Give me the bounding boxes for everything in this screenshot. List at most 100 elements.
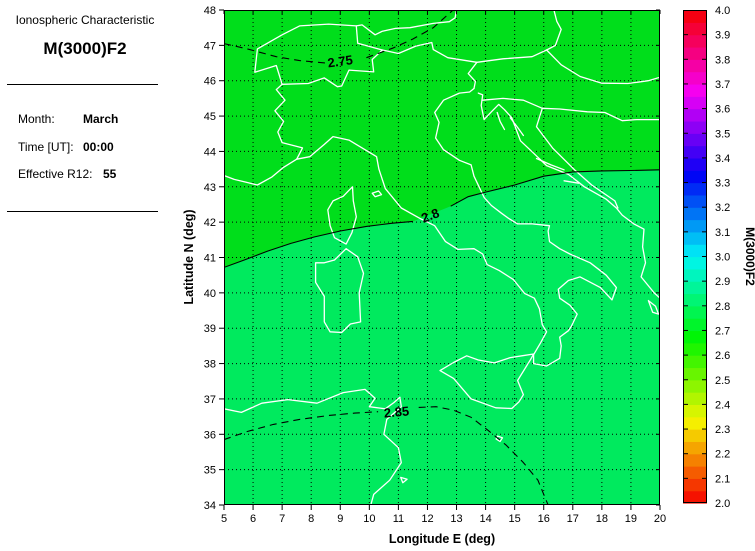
croatian-islands-2	[509, 117, 525, 137]
colorbar-band	[683, 330, 707, 344]
x-tick-label: 7	[279, 513, 285, 525]
elba-island	[371, 190, 383, 198]
contour-segment	[224, 411, 379, 441]
y-tick-label: 41	[204, 253, 216, 265]
colorbar-tick-label: 4.0	[715, 5, 730, 17]
colorbar-band	[683, 231, 707, 245]
kerkennah-islands	[400, 476, 408, 484]
colorbar-band	[683, 268, 707, 282]
colorbar-band	[683, 367, 707, 381]
y-axis: 34 35 36 37 38 39 40 41 42 43 44 45 46 47 48	[204, 5, 660, 512]
colorbar-band	[683, 145, 707, 159]
x-tick-label: 8	[308, 513, 314, 525]
croatia-bosnia-border	[541, 107, 660, 122]
colorbar-tick-label: 2.7	[715, 325, 730, 337]
colorbar-band	[683, 34, 707, 48]
y-tick-label: 43	[204, 182, 216, 194]
colorbar-band	[683, 379, 707, 393]
colorbar-band	[683, 170, 707, 184]
figure-title: M(3000)F2	[43, 39, 127, 58]
contour-label-2.75: 2.75	[327, 52, 354, 70]
contour-segment	[224, 220, 413, 268]
x-tick-label: 20	[654, 513, 666, 525]
contour-segment	[450, 169, 660, 207]
time-value: 00:00	[83, 140, 114, 154]
colorbar-band	[683, 490, 707, 504]
austria-slovenia-border	[476, 49, 548, 63]
y-tick-label: 40	[204, 288, 216, 300]
divider-top	[7, 84, 158, 85]
r12-label: Effective R12:	[18, 167, 93, 181]
x-tick-label: 17	[567, 513, 579, 525]
x-tick-label: 11	[393, 513, 404, 525]
x-tick-label: 19	[625, 513, 637, 525]
contour-segment	[418, 406, 549, 505]
corfu-island	[647, 299, 660, 315]
colorbar-band	[683, 10, 707, 23]
colorbar-band	[683, 392, 707, 405]
colorbar-band	[683, 194, 707, 208]
y-tick-label: 45	[204, 111, 216, 123]
colorbar-band	[683, 207, 707, 221]
colorbar-tick-label: 3.8	[715, 54, 730, 66]
x-tick-label: 14	[479, 513, 491, 525]
sicily	[439, 353, 535, 410]
colorbar-band	[683, 96, 707, 110]
colorbar-band	[683, 83, 707, 97]
colorbar-band	[683, 318, 707, 332]
colorbar-tick-label: 2.3	[715, 424, 730, 436]
time-label: Time [UT]:	[18, 140, 74, 154]
coastlines	[224, 10, 660, 505]
y-tick-label: 36	[204, 429, 216, 441]
x-tick-label: 16	[538, 513, 550, 525]
colorbar-band	[683, 416, 707, 430]
colorbar-tick-label: 2.6	[715, 350, 730, 362]
map-area	[224, 10, 660, 505]
sardinia	[314, 248, 365, 334]
colorbar-tick-label: 2.4	[715, 399, 730, 411]
figure-subtitle: Ionospheric Characteristic	[15, 13, 155, 27]
hungary-croatia-border	[545, 49, 660, 85]
y-tick-label: 47	[204, 40, 216, 52]
slovenia-croatia-border	[482, 97, 543, 109]
x-tick-label: 5	[221, 513, 227, 525]
istria-dalmatia-albania-coast	[477, 92, 660, 299]
y-tick-label: 44	[204, 146, 216, 158]
colorbar-band	[683, 453, 707, 467]
africa-coast	[224, 388, 402, 505]
colorbar-band	[683, 441, 707, 455]
y-tick-label: 46	[204, 76, 216, 88]
colorbar-tick-label: 3.7	[715, 79, 730, 91]
colorbar-tick-label: 3.9	[715, 30, 730, 42]
colorbar-band	[683, 244, 707, 258]
colorbar-band	[683, 342, 707, 356]
contour-2.8	[224, 169, 660, 268]
y-tick-label: 42	[204, 217, 216, 229]
colorbar-band	[683, 108, 707, 122]
colorbar: 2.0 2.1 2.2 2.3 2.4 2.5 2.6 2.7 2.8 2.9 3.0 3.1 3.2 3…	[683, 5, 755, 510]
r12-value: 55	[103, 167, 117, 181]
x-tick-label: 12	[421, 513, 433, 525]
x-axis: 5 6 7 8 9 10 11 12 13 14 15 16 17 18 19 20	[221, 10, 666, 525]
colorbar-band	[683, 281, 707, 295]
croatian-islands-1	[496, 111, 506, 131]
contour-2.75	[224, 10, 454, 64]
mainland-coast	[224, 87, 618, 367]
x-tick-label: 9	[337, 513, 343, 525]
colorbar-title: M(3000)F2	[743, 227, 755, 286]
colorbar-tick-label: 2.9	[715, 276, 730, 288]
contour-2.85	[224, 406, 549, 505]
colorbar-band	[683, 293, 707, 307]
colorbar-band	[683, 256, 707, 270]
x-tick-label: 18	[596, 513, 608, 525]
y-tick-label: 38	[204, 359, 216, 371]
fill-region-below-2.8	[224, 169, 660, 505]
y-tick-label: 35	[204, 465, 216, 477]
germany-austria-border	[355, 10, 458, 36]
contour-segment	[224, 43, 326, 64]
colorbar-band	[683, 59, 707, 73]
bosnia-dinaric-border	[535, 107, 619, 209]
colorbar-band	[683, 429, 707, 442]
